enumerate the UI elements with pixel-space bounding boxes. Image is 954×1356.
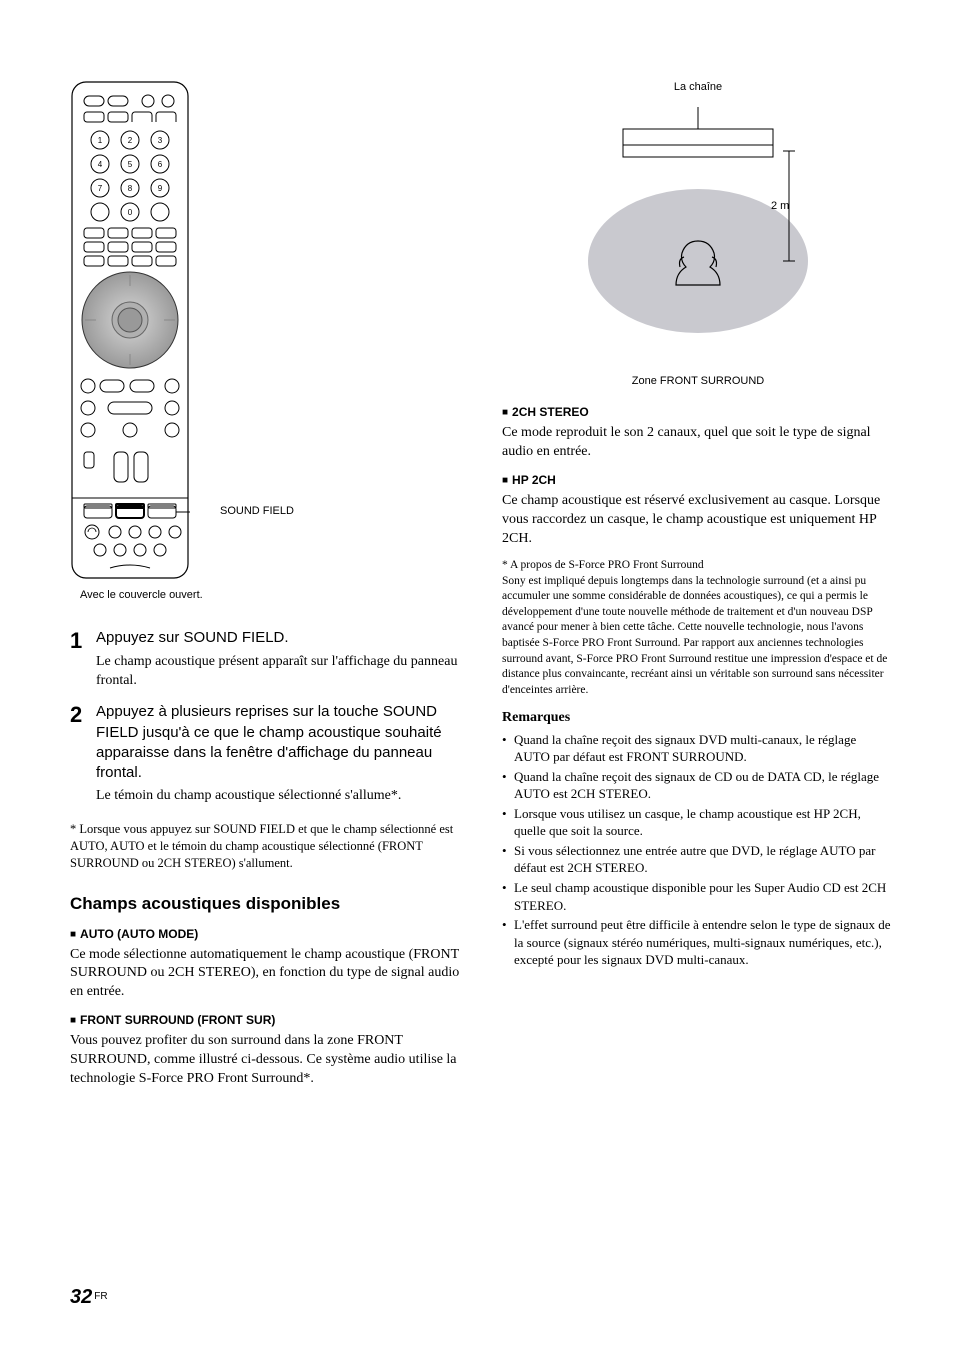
- remark-item: Quand la chaîne reçoit des signaux de CD…: [502, 768, 894, 803]
- mode-heading-front-surround: FRONT SURROUND (FRONT SUR): [70, 1012, 462, 1029]
- remote-control-icon: 1 2 3 4 5 6 7 8 9 0: [70, 80, 190, 580]
- remark-item: Lorsque vous utilisez un casque, le cham…: [502, 805, 894, 840]
- mode-body-auto: Ce mode sélectionne automatiquement le c…: [70, 946, 462, 1003]
- step-1: 1 Appuyez sur SOUND FIELD. Le champ acou…: [70, 628, 462, 690]
- step-title: Appuyez sur SOUND FIELD.: [96, 628, 462, 648]
- diagram-distance-label: 2 m: [771, 200, 789, 212]
- remarks-heading: Remarques: [502, 708, 894, 728]
- footnote-soundfield: * Lorsque vous appuyez sur SOUND FIELD e…: [70, 821, 462, 872]
- mode-body-hp2ch: Ce champ acoustique est réservé exclusiv…: [502, 492, 894, 549]
- mode-body-2ch: Ce mode reproduit le son 2 canaux, quel …: [502, 424, 894, 462]
- svg-text:4: 4: [98, 160, 103, 169]
- mode-heading-auto: AUTO (AUTO MODE): [70, 926, 462, 943]
- step-number: 2: [70, 702, 96, 806]
- mode-body-front-surround: Vous pouvez profiter du son surround dan…: [70, 1032, 462, 1089]
- svg-text:0: 0: [128, 208, 133, 217]
- mode-heading-2ch: 2CH STEREO: [502, 404, 894, 421]
- page-language: FR: [94, 1291, 107, 1302]
- step-desc: Le témoin du champ acoustique sélectionn…: [96, 787, 462, 806]
- sforce-footnote: * A propos de S-Force PRO Front Surround…: [502, 558, 894, 698]
- mode-heading-hp2ch: HP 2CH: [502, 472, 894, 489]
- step-2: 2 Appuyez à plusieurs reprises sur la to…: [70, 702, 462, 806]
- step-number: 1: [70, 628, 96, 690]
- step-desc: Le champ acoustique présent apparaît sur…: [96, 653, 462, 691]
- two-column-layout: 1 2 3 4 5 6 7 8 9 0: [70, 80, 894, 1095]
- remark-item: Quand la chaîne reçoit des signaux DVD m…: [502, 731, 894, 766]
- svg-text:1: 1: [98, 136, 103, 145]
- svg-text:5: 5: [128, 160, 133, 169]
- svg-text:2: 2: [128, 136, 133, 145]
- svg-text:3: 3: [158, 136, 163, 145]
- remark-item: L'effet surround peut être difficile à e…: [502, 916, 894, 969]
- remark-item: Si vous sélectionnez une entrée autre qu…: [502, 842, 894, 877]
- diagram-top-caption: La chaîne: [502, 80, 894, 95]
- diagram-bottom-caption: Zone FRONT SURROUND: [502, 374, 894, 389]
- remote-callout-label: SOUND FIELD: [220, 504, 294, 519]
- right-column: La chaîne 2 m Zone FRO: [502, 80, 894, 1095]
- page-number: 32: [70, 1286, 92, 1308]
- step-title: Appuyez à plusieurs reprises sur la touc…: [96, 702, 462, 783]
- surround-zone-icon: 2 m: [553, 101, 843, 361]
- left-column: 1 2 3 4 5 6 7 8 9 0: [70, 80, 462, 1095]
- svg-text:6: 6: [158, 160, 163, 169]
- remarks-list: Quand la chaîne reçoit des signaux DVD m…: [502, 731, 894, 969]
- svg-text:7: 7: [98, 184, 103, 193]
- surround-diagram: La chaîne 2 m Zone FRO: [502, 80, 894, 389]
- svg-text:8: 8: [128, 184, 133, 193]
- remark-item: Le seul champ acoustique disponible pour…: [502, 879, 894, 914]
- svg-text:9: 9: [158, 184, 163, 193]
- page-footer: 32FR: [70, 1283, 108, 1311]
- section-heading: Champs acoustiques disponibles: [70, 892, 462, 916]
- remote-caption: Avec le couvercle ouvert.: [80, 588, 462, 603]
- remote-illustration-block: 1 2 3 4 5 6 7 8 9 0: [70, 80, 462, 603]
